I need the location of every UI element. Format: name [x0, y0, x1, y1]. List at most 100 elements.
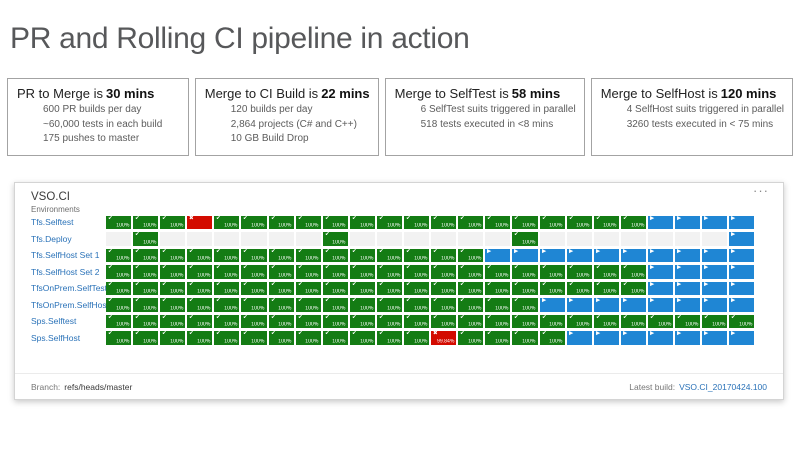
grid-cell-blue[interactable]: ▶: [593, 331, 619, 345]
grid-cell-green[interactable]: ✔ 100%: [512, 298, 538, 312]
grid-cell-green[interactable]: ✔ 100%: [376, 248, 403, 262]
grid-cell-blue[interactable]: ▶: [674, 298, 701, 312]
grid-cell-green[interactable]: ✔ 100%: [404, 281, 430, 295]
grid-cell-green[interactable]: ✔ 100%: [620, 265, 646, 279]
grid-cell-green[interactable]: ✔ 100%: [404, 314, 430, 328]
grid-cell-green[interactable]: ✔ 100%: [647, 314, 673, 328]
grid-cell-blue[interactable]: ▶: [485, 248, 511, 262]
grid-cell-blue[interactable]: ▶: [647, 281, 673, 295]
grid-cell-green[interactable]: ✔ 100%: [620, 281, 646, 295]
grid-cell-green[interactable]: ✔ 100%: [133, 281, 159, 295]
grid-cell-green[interactable]: ✔ 100%: [322, 215, 348, 229]
grid-cell-blue[interactable]: ▶: [620, 248, 646, 262]
grid-cell-green[interactable]: ✔ 100%: [295, 314, 321, 328]
grid-cell-blue[interactable]: ▶: [647, 331, 673, 345]
grid-cell-green[interactable]: ✔ 100%: [268, 331, 294, 345]
grid-cell-green[interactable]: ✔ 100%: [458, 298, 484, 312]
grid-cell-blue[interactable]: ▶: [729, 298, 755, 312]
grid-cell-green[interactable]: ✔ 100%: [512, 232, 538, 246]
grid-cell-green[interactable]: ✔ 100%: [431, 265, 457, 279]
grid-cell-green[interactable]: ✔ 100%: [133, 265, 159, 279]
grid-cell-green[interactable]: ✔ 100%: [322, 248, 348, 262]
grid-cell-green[interactable]: ✔ 100%: [566, 265, 592, 279]
grid-cell-blue[interactable]: ▶: [566, 298, 592, 312]
grid-cell-blue[interactable]: ▶: [702, 281, 728, 295]
environment-link[interactable]: Tfs.SelfHost Set 1: [31, 250, 100, 261]
grid-cell-blue[interactable]: ▶: [647, 215, 673, 229]
grid-cell-blue[interactable]: ▶: [620, 331, 646, 345]
grid-cell-blue[interactable]: ▶: [674, 331, 701, 345]
grid-cell-green[interactable]: ✔ 100%: [214, 265, 240, 279]
grid-cell-blue[interactable]: ▶: [729, 232, 755, 246]
grid-cell-green[interactable]: ✔ 100%: [512, 281, 538, 295]
grid-cell-green[interactable]: ✔ 100%: [349, 215, 375, 229]
grid-cell-green[interactable]: ✔ 100%: [729, 314, 755, 328]
grid-cell-green[interactable]: ✔ 100%: [349, 298, 375, 312]
grid-cell-green[interactable]: ✔ 100%: [431, 314, 457, 328]
grid-cell-blue[interactable]: ▶: [647, 248, 673, 262]
grid-cell-green[interactable]: ✔ 100%: [485, 281, 511, 295]
grid-cell-green[interactable]: ✔ 100%: [268, 215, 294, 229]
environment-link[interactable]: Tfs.SelfHost Set 2: [31, 266, 100, 277]
grid-cell-green[interactable]: ✔ 100%: [431, 215, 457, 229]
grid-cell-green[interactable]: ✔ 100%: [404, 248, 430, 262]
grid-cell-blue[interactable]: ▶: [539, 248, 565, 262]
grid-cell-green[interactable]: ✔ 100%: [106, 314, 132, 328]
grid-cell-blue[interactable]: ▶: [674, 248, 701, 262]
grid-cell-green[interactable]: ✔ 100%: [187, 314, 213, 328]
grid-cell-blue[interactable]: ▶: [593, 298, 619, 312]
grid-cell-green[interactable]: ✔ 100%: [160, 331, 186, 345]
grid-cell-green[interactable]: ✔ 100%: [349, 331, 375, 345]
grid-cell-green[interactable]: ✔ 100%: [187, 265, 213, 279]
grid-cell-blue[interactable]: ▶: [729, 331, 755, 345]
grid-cell-green[interactable]: ✔ 100%: [106, 215, 132, 229]
grid-cell-green[interactable]: ✔ 100%: [133, 314, 159, 328]
grid-cell-green[interactable]: ✔ 100%: [566, 215, 592, 229]
grid-cell-green[interactable]: ✔ 100%: [133, 331, 159, 345]
grid-cell-green[interactable]: ✔ 100%: [458, 265, 484, 279]
grid-cell-green[interactable]: ✔ 100%: [268, 248, 294, 262]
grid-cell-green[interactable]: ✔ 100%: [322, 281, 348, 295]
grid-cell-green[interactable]: ✔ 100%: [485, 314, 511, 328]
grid-cell-green[interactable]: ✔ 100%: [458, 215, 484, 229]
grid-cell-red[interactable]: ✖: [187, 215, 213, 229]
grid-cell-green[interactable]: ✔ 100%: [431, 248, 457, 262]
grid-cell-green[interactable]: ✔ 100%: [512, 265, 538, 279]
grid-cell-green[interactable]: ✔ 100%: [214, 248, 240, 262]
grid-cell-green[interactable]: ✔ 100%: [133, 248, 159, 262]
grid-cell-green[interactable]: ✔ 100%: [674, 314, 701, 328]
grid-cell-blue[interactable]: ▶: [702, 298, 728, 312]
grid-cell-green[interactable]: ✔ 100%: [404, 265, 430, 279]
grid-cell-green[interactable]: ✔ 100%: [593, 215, 619, 229]
grid-cell-green[interactable]: ✔ 100%: [187, 281, 213, 295]
grid-cell-green[interactable]: ✔ 100%: [295, 298, 321, 312]
grid-cell-green[interactable]: ✔ 100%: [187, 331, 213, 345]
grid-cell-green[interactable]: ✔ 100%: [241, 314, 267, 328]
environment-link[interactable]: Tfs.Selftest: [31, 217, 74, 228]
grid-cell-green[interactable]: ✔ 100%: [539, 265, 565, 279]
grid-cell-green[interactable]: ✔ 100%: [241, 298, 267, 312]
grid-cell-green[interactable]: ✔ 100%: [295, 248, 321, 262]
grid-cell-green[interactable]: ✔ 100%: [268, 298, 294, 312]
grid-cell-green[interactable]: ✔ 100%: [322, 314, 348, 328]
grid-cell-green[interactable]: ✔ 100%: [295, 331, 321, 345]
grid-cell-green[interactable]: ✔ 100%: [268, 281, 294, 295]
grid-cell-green[interactable]: ✔ 100%: [376, 298, 403, 312]
grid-cell-green[interactable]: ✔ 100%: [702, 314, 728, 328]
grid-cell-green[interactable]: ✔ 100%: [214, 298, 240, 312]
grid-cell-green[interactable]: ✔ 100%: [322, 265, 348, 279]
grid-cell-green[interactable]: ✔ 100%: [376, 215, 403, 229]
grid-cell-green[interactable]: ✔ 100%: [160, 248, 186, 262]
environment-link[interactable]: Sps.Selftest: [31, 316, 77, 327]
grid-cell-green[interactable]: ✔ 100%: [485, 331, 511, 345]
grid-cell-green[interactable]: ✔ 100%: [295, 265, 321, 279]
grid-cell-blue[interactable]: ▶: [674, 215, 701, 229]
grid-cell-green[interactable]: ✔ 100%: [512, 215, 538, 229]
grid-cell-green[interactable]: ✔ 100%: [376, 265, 403, 279]
grid-cell-green[interactable]: ✔ 100%: [566, 281, 592, 295]
grid-cell-blue[interactable]: ▶: [647, 298, 673, 312]
grid-cell-blue[interactable]: ▶: [702, 265, 728, 279]
grid-cell-green[interactable]: ✔ 100%: [512, 331, 538, 345]
environment-link[interactable]: Sps.SelfHost: [31, 332, 81, 343]
grid-cell-green[interactable]: ✔ 100%: [593, 314, 619, 328]
